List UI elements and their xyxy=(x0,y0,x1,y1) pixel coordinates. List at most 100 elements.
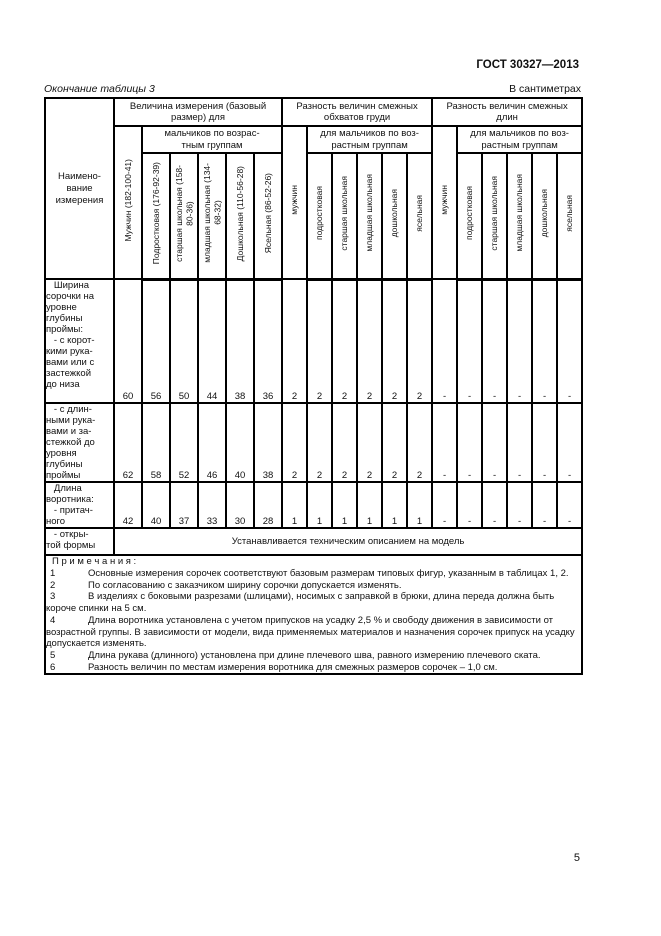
value-cell: 60 xyxy=(113,278,143,404)
vertical-column-header: Подростковая (176-92-39) xyxy=(141,152,171,281)
vertical-column-header: ясельная xyxy=(556,152,584,281)
vertical-column-header-label: младшая школьная xyxy=(364,174,375,253)
vertical-column-header-label: Дошкольная (110-56-28) xyxy=(234,165,245,261)
value-cell: 2 xyxy=(406,278,434,404)
vertical-column-header: старшая школьная xyxy=(481,152,509,281)
vertical-column-header-label: старшая школьная (158- 80-36) xyxy=(173,164,195,262)
value-cell: - xyxy=(431,402,459,483)
note-item: 4 Длина воротника установлена с учетом пр… xyxy=(46,614,580,650)
note-text: Разность величин по местам измерения вор… xyxy=(88,661,498,673)
value-cell: 2 xyxy=(381,278,409,404)
vertical-column-header-label: мужчин xyxy=(439,185,450,215)
note-text: Длина рукава (длинного) установлена при … xyxy=(88,649,541,661)
table-caption: Окончание таблицы 3 xyxy=(44,83,155,95)
note-number: 1 xyxy=(50,568,56,579)
value-cell: 2 xyxy=(331,402,359,483)
vertical-column-header-label: младшая школьная (134- 68-32) xyxy=(201,163,223,264)
measurements-table: Наимено- вание измерения Величина измерен… xyxy=(43,97,584,676)
value-cell: 2 xyxy=(281,402,309,483)
value-cell: 56 xyxy=(141,278,171,404)
value-cell: - xyxy=(481,278,509,404)
merged-value-cell: Устанавливается техническим описанием на… xyxy=(112,527,584,556)
value-cell: 38 xyxy=(225,278,255,404)
vertical-column-header: подростковая xyxy=(306,152,334,281)
value-cell: 2 xyxy=(381,402,409,483)
vertical-column-header-label: подростковая xyxy=(464,186,475,241)
value-cell: 33 xyxy=(197,481,227,529)
group-header: Разность величин смежных обхватов груди xyxy=(281,97,434,127)
vertical-column-header-label: старшая школьная xyxy=(489,175,500,251)
value-cell: - xyxy=(531,481,559,529)
value-cell: - xyxy=(556,278,584,404)
value-cell: - xyxy=(506,278,534,404)
value-cell: 1 xyxy=(406,481,434,529)
value-cell: 1 xyxy=(331,481,359,529)
value-cell: - xyxy=(556,481,584,529)
value-cell: 52 xyxy=(169,402,199,483)
vertical-column-header: Дошкольная (110-56-28) xyxy=(225,152,255,281)
value-cell: 62 xyxy=(113,402,143,483)
vertical-column-header-label: старшая школьная xyxy=(339,175,350,251)
value-cell: 1 xyxy=(356,481,384,529)
vertical-column-header-label: дошкольная xyxy=(389,189,400,238)
vertical-column-header-label: ясельная xyxy=(414,194,425,232)
value-cell: - xyxy=(481,481,509,529)
row-label: Ширина сорочки на уровне глубины проймы:… xyxy=(44,278,115,404)
note-number: 3 xyxy=(50,591,56,603)
row-label: Длина воротника: - притач- ного xyxy=(44,481,115,529)
table-caption-row: Окончание таблицы 3 В сантиметрах xyxy=(44,83,581,95)
value-cell: 40 xyxy=(225,402,255,483)
vertical-column-header: мужчин xyxy=(281,125,309,280)
row-label: - откры- той формы xyxy=(44,527,115,556)
note-text: Основные измерения сорочек соответствуют… xyxy=(88,568,569,579)
value-cell: - xyxy=(431,481,459,529)
value-cell: - xyxy=(456,402,484,483)
vertical-column-header: мужчин xyxy=(431,125,459,280)
value-cell: 2 xyxy=(356,278,384,404)
value-cell: 2 xyxy=(306,402,334,483)
vertical-column-header: дошкольная xyxy=(531,152,559,281)
value-cell: 44 xyxy=(197,278,227,404)
vertical-column-header: младшая школьная xyxy=(506,152,534,281)
vertical-column-header: младшая школьная xyxy=(356,152,384,281)
note-text: По согласованию с заказчиком ширину соро… xyxy=(88,579,402,591)
note-text: Длина воротника установлена с учетом при… xyxy=(46,614,575,650)
note-item: 6 Разность величин по местам измерения во… xyxy=(47,661,580,673)
subgroup-header: мальчиков по возрас- тным группам xyxy=(140,125,284,154)
value-cell: 42 xyxy=(113,481,143,529)
note-item: 5 Длина рукава (длинного) установлена при… xyxy=(47,649,580,662)
value-cell: 2 xyxy=(356,402,384,483)
value-cell: 1 xyxy=(281,481,309,529)
vertical-column-header-label: младшая школьная xyxy=(514,174,525,253)
value-cell: - xyxy=(506,402,534,483)
value-cell: 2 xyxy=(331,278,359,404)
vertical-column-header-label: ясельная xyxy=(564,194,575,232)
value-cell: - xyxy=(556,402,584,483)
vertical-column-header: старшая школьная xyxy=(331,152,359,281)
vertical-column-header: подростковая xyxy=(456,152,484,281)
value-cell: 1 xyxy=(306,481,334,529)
row-label: - с длин- ными рука- вами и за- стежкой … xyxy=(44,402,115,483)
note-item: 1 Основные измерения сорочек соответствую… xyxy=(47,568,580,580)
vertical-column-header-label: Подростковая (176-92-39) xyxy=(150,162,161,265)
vertical-column-header: Ясельная (86-52-26) xyxy=(252,152,284,281)
notes-title: П р и м е ч а н и я : xyxy=(52,556,137,567)
value-cell: - xyxy=(506,481,534,529)
vertical-column-header-label: мужчин xyxy=(289,185,300,215)
value-cell: 38 xyxy=(252,402,284,483)
vertical-column-header: младшая школьная (134- 68-32) xyxy=(197,152,227,281)
note-number: 4 xyxy=(50,614,56,626)
vertical-column-header: ясельная xyxy=(406,152,434,281)
value-cell: 30 xyxy=(225,481,255,529)
note-number: 2 xyxy=(50,579,56,591)
value-cell: 2 xyxy=(406,402,434,483)
value-cell: - xyxy=(481,402,509,483)
vertical-column-header: старшая школьная (158- 80-36) xyxy=(169,152,199,281)
value-cell: - xyxy=(531,278,559,404)
value-cell: - xyxy=(456,278,484,404)
units-label: В сантиметрах xyxy=(509,83,581,95)
note-item: 2 По согласованию с заказчиком ширину сор… xyxy=(47,579,580,592)
note-number: 5 xyxy=(50,649,56,661)
value-cell: 58 xyxy=(141,402,171,483)
